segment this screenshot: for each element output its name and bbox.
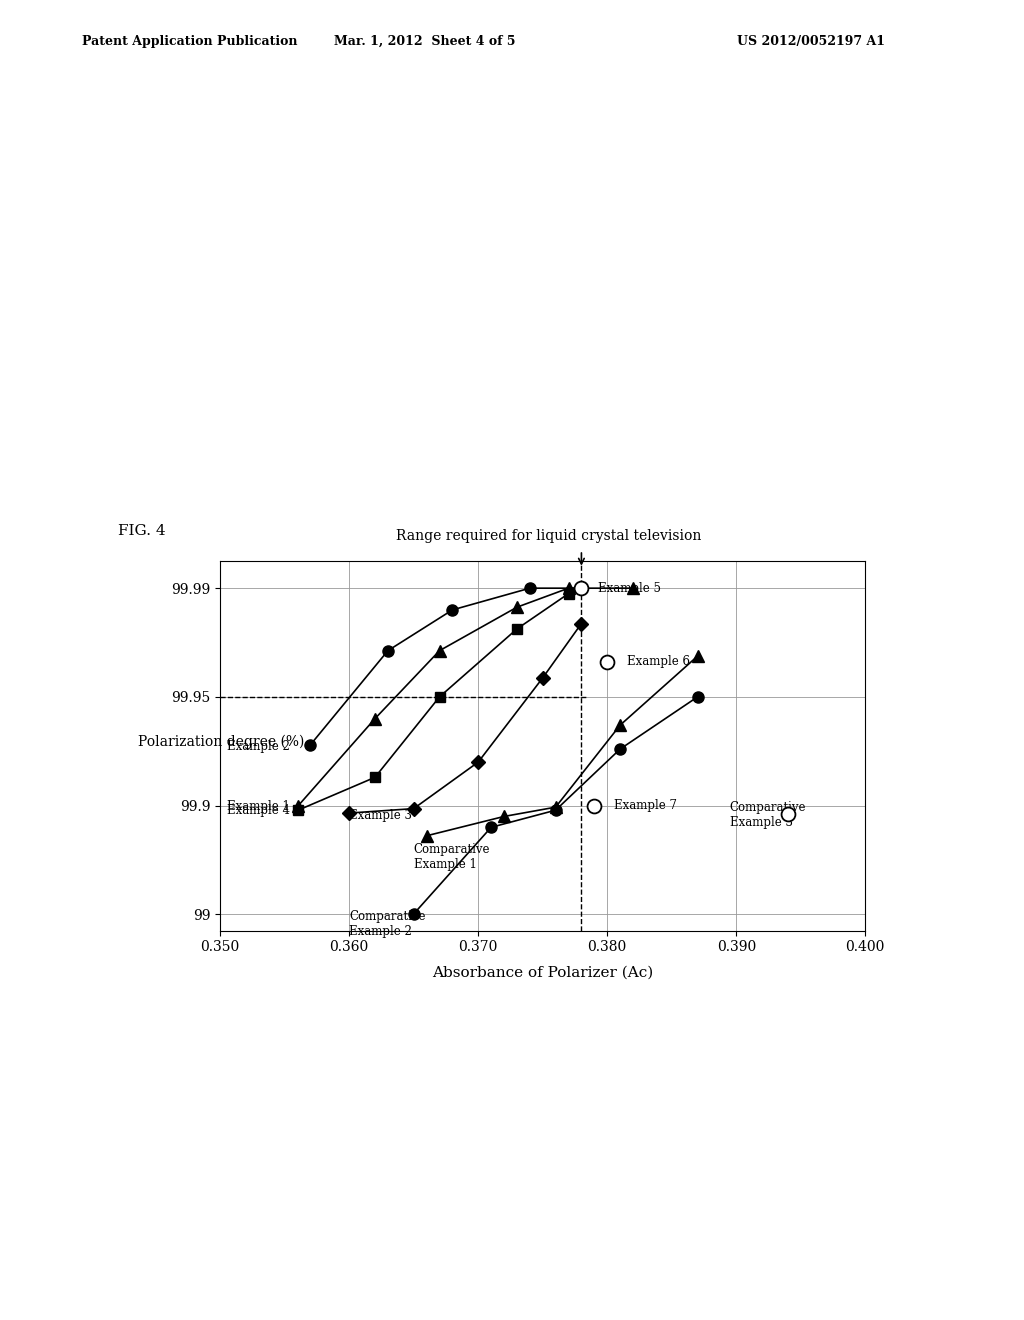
Text: Example 7: Example 7 bbox=[613, 800, 677, 812]
X-axis label: Absorbance of Polarizer (Ac): Absorbance of Polarizer (Ac) bbox=[432, 965, 653, 979]
Text: Range required for liquid crystal television: Range required for liquid crystal televi… bbox=[396, 529, 701, 543]
Text: Comparative
Example 2: Comparative Example 2 bbox=[349, 911, 426, 939]
Text: Polarization degree (%): Polarization degree (%) bbox=[138, 734, 304, 748]
Text: Example 5: Example 5 bbox=[598, 582, 662, 595]
Text: US 2012/0052197 A1: US 2012/0052197 A1 bbox=[737, 34, 886, 48]
Text: Example 2: Example 2 bbox=[226, 741, 290, 754]
Text: Example 4: Example 4 bbox=[226, 804, 290, 817]
Text: Comparative
Example 1: Comparative Example 1 bbox=[414, 843, 490, 871]
Text: Comparative
Example 3: Comparative Example 3 bbox=[730, 801, 806, 829]
Text: Example 1: Example 1 bbox=[226, 800, 290, 813]
Text: Example 3: Example 3 bbox=[349, 809, 413, 822]
Text: Patent Application Publication: Patent Application Publication bbox=[82, 34, 297, 48]
Text: Mar. 1, 2012  Sheet 4 of 5: Mar. 1, 2012 Sheet 4 of 5 bbox=[334, 34, 516, 48]
Text: Example 6: Example 6 bbox=[627, 655, 689, 668]
Text: FIG. 4: FIG. 4 bbox=[118, 524, 166, 537]
